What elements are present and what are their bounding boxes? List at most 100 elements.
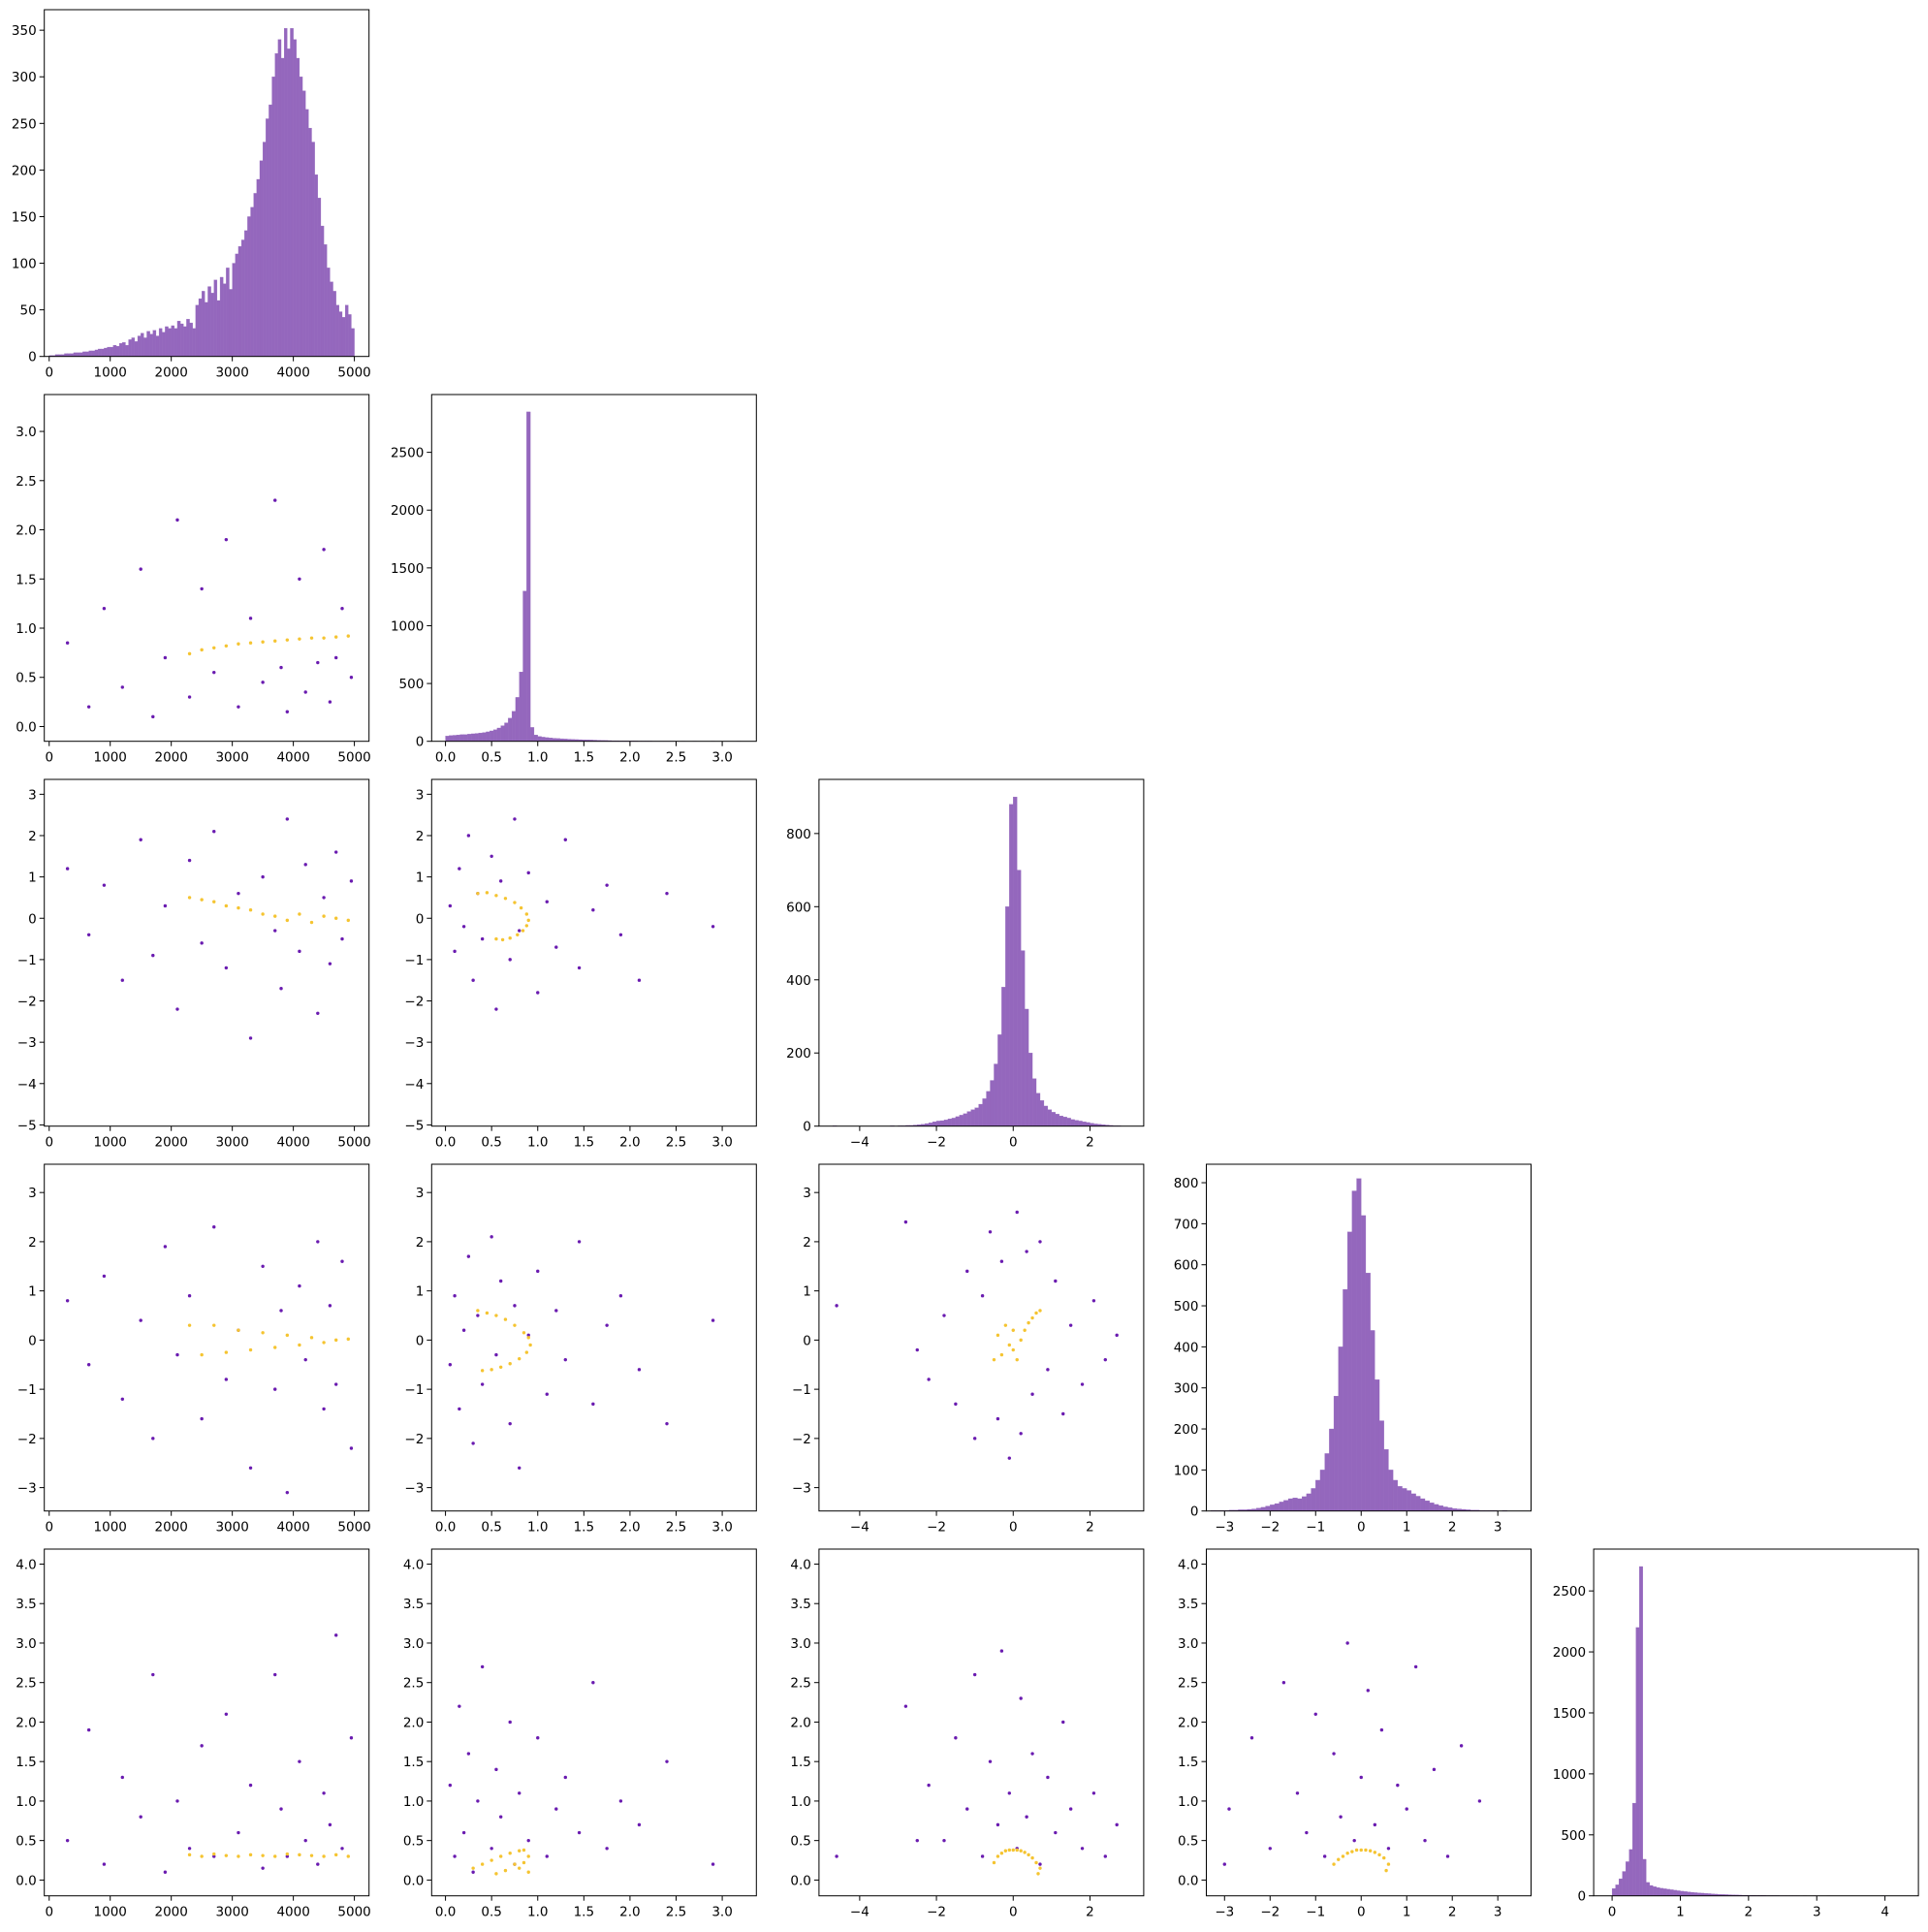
bar	[74, 353, 77, 357]
bar	[1334, 1396, 1339, 1511]
point	[1115, 1823, 1118, 1826]
point	[1396, 1784, 1399, 1787]
bar	[1632, 1803, 1636, 1896]
point	[212, 671, 215, 674]
bar	[111, 347, 113, 357]
point	[638, 1823, 641, 1826]
x-tick-label: 0.0	[435, 1905, 456, 1920]
point	[1081, 1847, 1084, 1850]
plot-area	[66, 498, 353, 718]
bar	[159, 329, 162, 357]
point	[494, 937, 497, 940]
point	[546, 1392, 549, 1395]
bar	[98, 349, 101, 357]
bar	[1288, 1499, 1293, 1511]
point	[212, 647, 215, 649]
x-tick-label: 0	[45, 1520, 53, 1536]
bar	[162, 333, 165, 357]
bar	[542, 737, 546, 741]
y-tick-label: 500	[1174, 1299, 1199, 1314]
bar	[89, 351, 92, 357]
point	[249, 1348, 252, 1351]
point	[996, 1823, 999, 1826]
x-tick-label: 4	[1881, 1905, 1889, 1920]
x-tick-label: 1.0	[527, 1520, 548, 1536]
x-tick-label: 2.0	[619, 1905, 640, 1920]
bar	[479, 733, 483, 742]
point	[175, 1353, 178, 1356]
point	[1323, 1854, 1326, 1857]
bar	[1406, 1491, 1411, 1511]
bar	[504, 723, 508, 742]
x-tick-label: 0.0	[435, 1135, 456, 1151]
bar	[272, 77, 275, 356]
point	[212, 1225, 215, 1228]
x-tick-label: 2000	[154, 1135, 187, 1151]
point	[504, 897, 507, 900]
y-tick-label: −2	[17, 995, 37, 1010]
point	[237, 1854, 239, 1857]
point	[954, 1403, 957, 1406]
point	[273, 929, 276, 932]
point	[334, 1853, 337, 1856]
point	[188, 859, 191, 862]
y-tick-label: 3	[28, 787, 37, 803]
point	[1027, 1321, 1029, 1324]
y-tick-label: 3.0	[1178, 1636, 1198, 1652]
point	[121, 1398, 124, 1401]
point	[1034, 1312, 1037, 1314]
bar	[1680, 1891, 1684, 1896]
bar	[1261, 1507, 1266, 1511]
x-tick-label: −4	[850, 1520, 869, 1536]
bar	[146, 332, 149, 357]
point	[322, 1854, 325, 1857]
point	[996, 1417, 999, 1420]
point	[212, 1853, 215, 1855]
bar	[135, 341, 138, 356]
x-tick-label: 0	[45, 365, 53, 381]
point	[1019, 1850, 1022, 1853]
point	[981, 1854, 984, 1857]
bar	[1420, 1499, 1425, 1511]
axes-frame	[431, 395, 756, 742]
point	[225, 1350, 228, 1353]
bar	[1044, 1106, 1048, 1126]
point	[490, 855, 492, 858]
y-tick-label: 2.0	[790, 1715, 810, 1730]
point	[835, 1304, 838, 1307]
point	[164, 904, 167, 907]
y-tick-label: −1	[17, 953, 37, 968]
point	[501, 938, 504, 941]
point	[508, 1721, 511, 1724]
bar	[169, 329, 172, 357]
point	[249, 642, 252, 645]
x-tick-label: 0	[1357, 1905, 1366, 1920]
x-tick-label: 1	[1403, 1905, 1411, 1920]
bar	[1009, 805, 1013, 1126]
bar	[1393, 1480, 1398, 1511]
point	[286, 711, 289, 713]
point	[322, 636, 325, 639]
y-tick-label: 150	[12, 209, 37, 225]
point	[261, 1853, 264, 1856]
point	[527, 1871, 530, 1874]
point	[188, 1323, 191, 1326]
point	[490, 1858, 492, 1861]
bar	[464, 735, 468, 742]
y-tick-label: 0.0	[1178, 1873, 1198, 1888]
bar	[1040, 1100, 1044, 1125]
x-tick-label: 2	[1086, 1520, 1094, 1536]
point	[527, 1336, 530, 1339]
bar	[1329, 1429, 1334, 1511]
y-tick-label: 2.5	[16, 474, 36, 490]
point	[564, 1358, 567, 1361]
x-tick-label: 3	[1494, 1520, 1502, 1536]
point	[329, 962, 332, 965]
point	[1423, 1839, 1426, 1842]
bar	[1411, 1494, 1416, 1511]
y-tick-label: 800	[1174, 1176, 1199, 1191]
bar	[967, 1112, 971, 1126]
bar	[1636, 1628, 1640, 1896]
